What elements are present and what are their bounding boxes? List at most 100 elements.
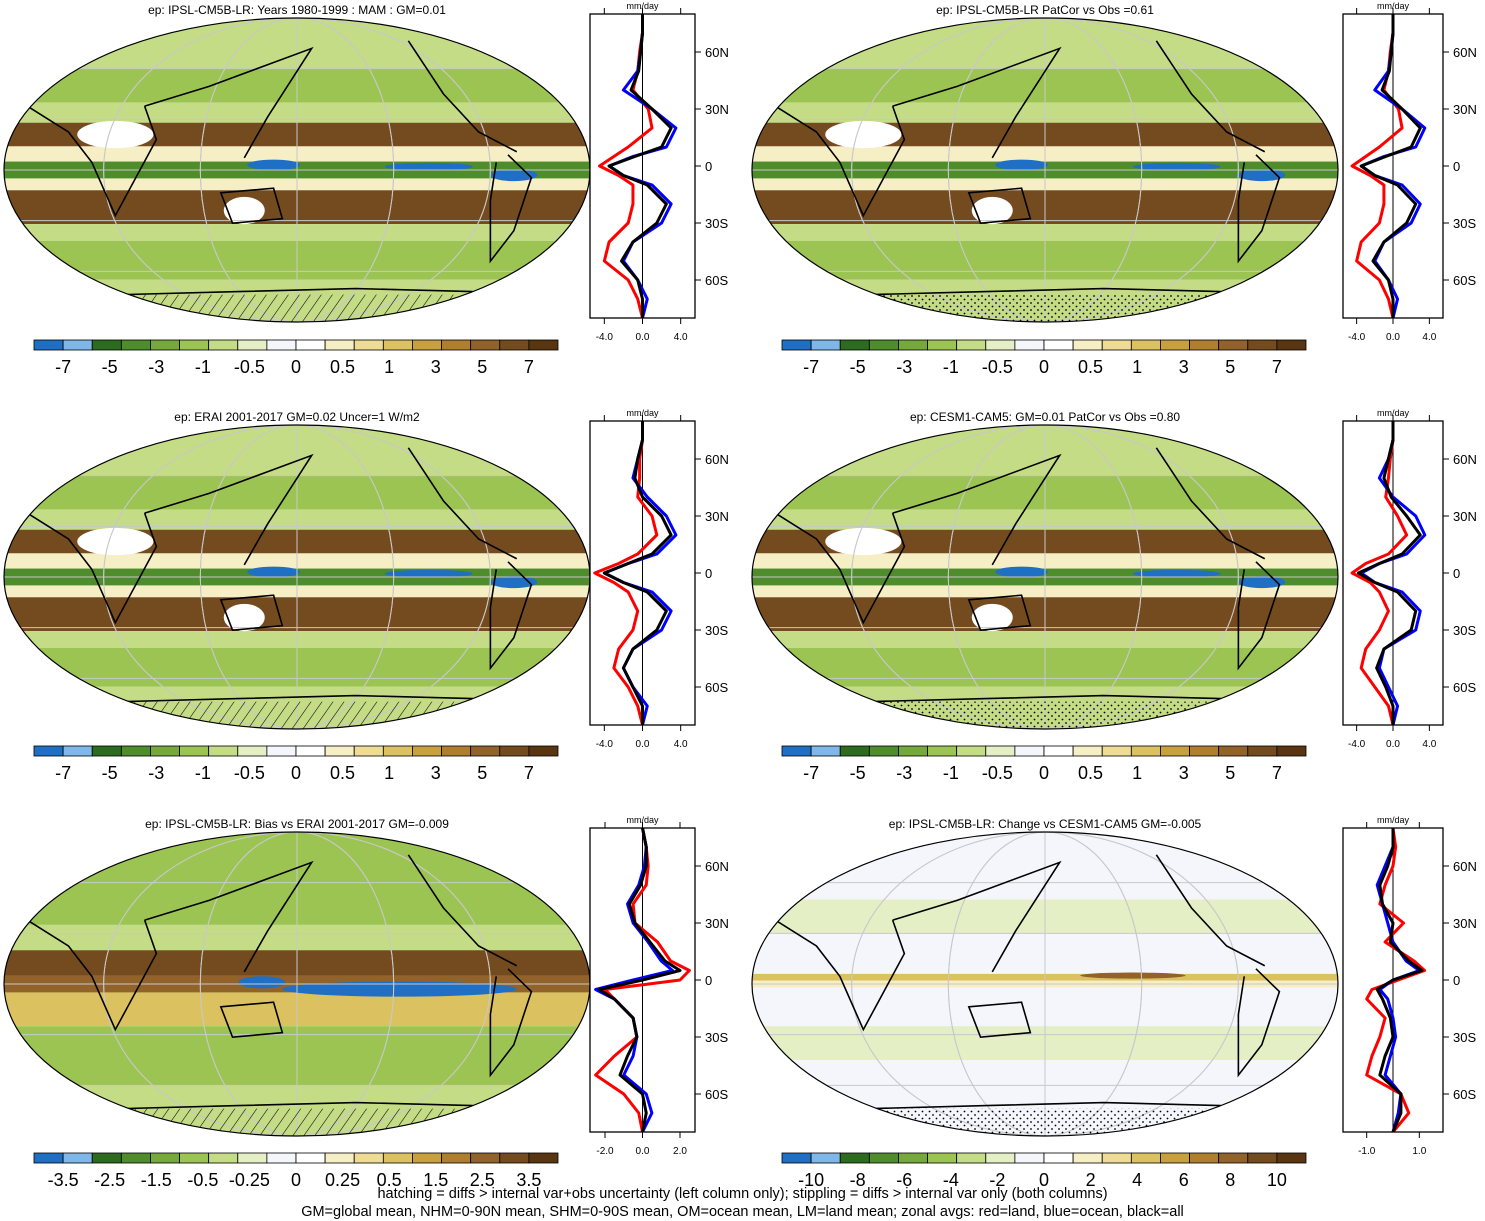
zonal-y-tick-label: 60N [705, 45, 729, 60]
colorbar-swatch [927, 1152, 958, 1164]
colorbar-label: 3 [431, 763, 441, 783]
colorbar-label: 3.5 [516, 1170, 541, 1190]
zonal-line-all [1359, 14, 1422, 318]
colorbar-label: 0.5 [330, 763, 355, 783]
colorbar-swatch [810, 1152, 841, 1164]
colorbar-label: 0.5 [377, 1170, 402, 1190]
map-desert-australia [971, 603, 1013, 632]
map-gridline-lon [199, 425, 395, 729]
colorbar-label: 0 [291, 357, 301, 377]
map-dry-bias-pacific [282, 981, 517, 997]
colorbar-label: 6 [1179, 1170, 1189, 1190]
colorbar-label: 3 [1179, 763, 1189, 783]
colorbar-swatch [120, 339, 151, 351]
colorbar-label: -1 [943, 357, 959, 377]
zonal-y-tick-label: 30S [1453, 623, 1476, 638]
zonal-x-tick-label: -1.0 [1358, 1146, 1376, 1157]
colorbar-label: -6 [896, 1170, 912, 1190]
colorbar-swatch [1072, 1152, 1103, 1164]
zonal-y-tick-label: 60S [1453, 1087, 1476, 1102]
panel-title: ep: IPSL-CM5B-LR: Change vs CESM1-CAM5 G… [889, 817, 1202, 831]
map-coast-eurasia [144, 453, 314, 566]
colorbar-swatch [499, 1152, 530, 1164]
colorbar-label: -1.5 [141, 1170, 172, 1190]
zonal-x-tick-label: 0.0 [636, 332, 650, 343]
colorbar-swatch [441, 339, 472, 351]
colorbar-swatch [208, 745, 239, 757]
colorbar-swatch [179, 745, 210, 757]
map-border [751, 424, 1339, 730]
panel-1: ep: IPSL-CM5B-LR: Years 1980-1999 : MAM … [3, 1, 729, 377]
colorbar-swatch [179, 339, 210, 351]
zonal-y-tick-label: 60N [705, 452, 729, 467]
colorbar-label: -1 [195, 357, 211, 377]
zonal-plot: mm/day 60N 30N 0 30S 60S -4.0 0.0 4.0 [1342, 1, 1477, 343]
colorbar-swatch [985, 1152, 1016, 1164]
zonal-x-tick-label: 4.0 [674, 332, 688, 343]
zonal-line-ocean [594, 827, 674, 1133]
colorbar-swatch [1189, 339, 1220, 351]
map-desert-sahara [77, 120, 154, 149]
colorbar-swatch [927, 339, 958, 351]
colorbar-swatch [1130, 1152, 1161, 1164]
colorbar: -3.5 -2.5 -1.5 -0.5 -0.25 0 0.25 0.5 1.5 2.5 3.5 [33, 1152, 559, 1190]
map-wet-pacific-itcz [384, 162, 473, 171]
colorbar-swatch [382, 1152, 413, 1164]
colorbar-swatch [1014, 1152, 1045, 1164]
colorbar-label: -2 [989, 1170, 1005, 1190]
zonal-line-land [593, 421, 659, 726]
colorbar-swatch [1130, 745, 1161, 757]
zonal-x-tick-label: -4.0 [596, 332, 614, 343]
colorbar-swatch [62, 745, 93, 757]
zonal-unit-label: mm/day [626, 815, 659, 825]
colorbar: -10 -8 -6 -4 -2 0 2 4 6 8 10 [781, 1152, 1307, 1190]
map-coast-antarctica [121, 287, 473, 296]
colorbar-swatch [62, 1152, 93, 1164]
map-coast-australia [967, 594, 1032, 632]
map-hatching [4, 701, 590, 729]
colorbar-swatch [1276, 745, 1307, 757]
colorbar: -7 -5 -3 -1 -0.5 0 0.5 1 3 5 7 [781, 339, 1307, 377]
zonal-line-land [1365, 827, 1427, 1133]
map-wet-pacific-itcz [384, 569, 473, 578]
zonal-y-tick-label: 60N [1453, 452, 1477, 467]
zonal-plot: mm/day 60N 30N 0 30S 60S -2.0 0.0 2.0 [589, 815, 729, 1157]
map-coast-north-america [407, 447, 518, 560]
panel-title: ep: IPSL-CM5B-LR: Years 1980-1999 : MAM … [148, 3, 446, 17]
colorbar-swatch [898, 339, 928, 351]
colorbar-swatch [1218, 339, 1249, 351]
colorbar-label: 0 [1039, 357, 1049, 377]
colorbar-label: -3.5 [48, 1170, 79, 1190]
zonal-line-all [1356, 421, 1422, 725]
panel-6: ep: IPSL-CM5B-LR: Change vs CESM1-CAM5 G… [751, 815, 1477, 1190]
colorbar-swatch [1247, 339, 1278, 351]
zonal-y-tick-label: 30N [1453, 102, 1477, 117]
map-coast-australia [967, 187, 1032, 225]
colorbar-label: 5 [1225, 357, 1235, 377]
colorbar-swatch [412, 339, 442, 351]
colorbar-label: 4 [1132, 1170, 1142, 1190]
colorbar-label: 7 [524, 357, 534, 377]
colorbar-swatch [499, 339, 530, 351]
map-wet-warm-pool [247, 159, 300, 171]
colorbar-swatch [266, 339, 297, 351]
colorbar-swatch [868, 339, 899, 351]
colorbar-swatch [810, 339, 841, 351]
colorbar-swatch [1247, 1152, 1278, 1164]
zonal-x-tick-label: 0.0 [1386, 739, 1400, 750]
map-gridline-lon [103, 18, 491, 322]
map-desert-australia [223, 196, 265, 225]
colorbar-label: 8 [1225, 1170, 1235, 1190]
zonal-y-tick-label: 30N [705, 102, 729, 117]
colorbar-label: -8 [850, 1170, 866, 1190]
panel-4: ep: CESM1-CAM5: GM=0.01 PatCor vs Obs =0… [751, 408, 1477, 783]
map-stippling [752, 701, 1338, 729]
zonal-y-tick-label: 30N [1453, 916, 1477, 931]
map-border [751, 17, 1339, 323]
colorbar-swatch [470, 1152, 501, 1164]
colorbar-swatch [382, 339, 413, 351]
colorbar-swatch [781, 339, 812, 351]
colorbar: -7 -5 -3 -1 -0.5 0 0.5 1 3 5 7 [33, 339, 559, 377]
zonal-line-land [1350, 421, 1409, 726]
zonal-unit-label: mm/day [626, 408, 659, 418]
